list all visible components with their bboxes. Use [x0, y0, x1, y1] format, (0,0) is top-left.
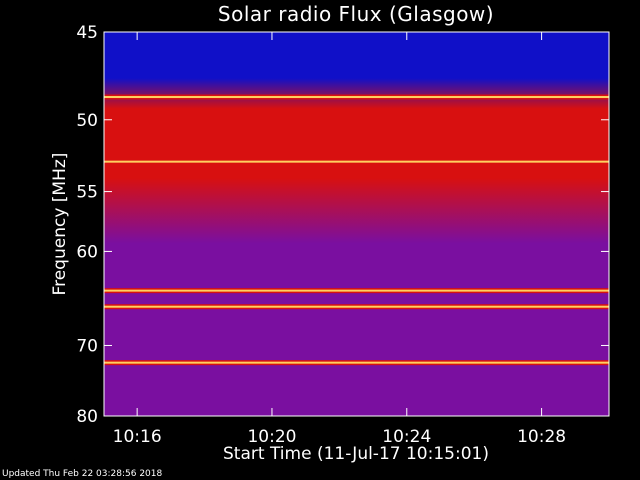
y-tick-label: 80 — [76, 407, 98, 427]
spectral-band-core — [104, 305, 609, 308]
y-tick-label: 50 — [76, 111, 98, 131]
x-tick-label: 10:24 — [382, 427, 431, 447]
chart-title: Solar radio Flux (Glasgow) — [217, 2, 495, 26]
spectral-band-core — [104, 160, 609, 163]
x-tick-label: 10:28 — [517, 427, 566, 447]
y-tick-label: 55 — [76, 183, 98, 203]
y-tick-label: 45 — [76, 23, 98, 43]
plot-frame — [103, 31, 610, 417]
spectrogram-image — [104, 32, 609, 416]
y-tick-label: 60 — [76, 242, 98, 262]
spectral-band-core — [104, 289, 609, 292]
y-tick-label: 70 — [76, 336, 98, 356]
spectral-band-core — [104, 96, 609, 99]
x-tick-label: 10:16 — [113, 427, 162, 447]
x-tick-label: 10:20 — [247, 427, 296, 447]
y-axis-label: Frequency [MHz] — [50, 152, 70, 296]
updated-timestamp: Updated Thu Feb 22 03:28:56 2018 — [2, 469, 163, 479]
spectral-band-core — [104, 361, 609, 364]
x-axis-label: Start Time (11-Jul-17 10:15:01) — [223, 444, 489, 464]
